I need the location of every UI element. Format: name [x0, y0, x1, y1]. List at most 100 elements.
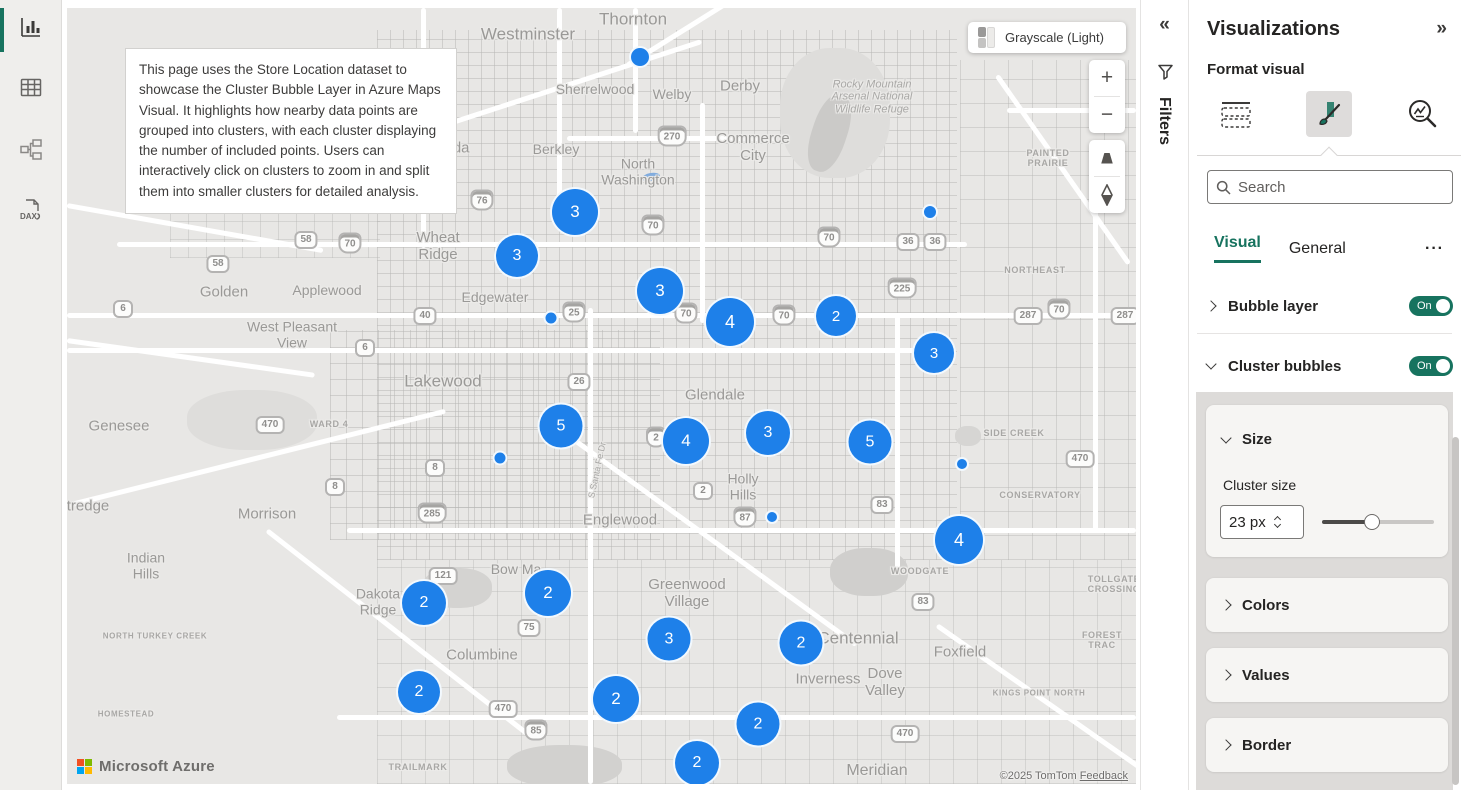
map-label: North Washington [601, 155, 675, 187]
cluster-bubble[interactable]: 4 [933, 514, 985, 566]
search-input[interactable] [1238, 178, 1428, 196]
map-label: Dove Valley [865, 665, 905, 699]
filters-pane-title[interactable]: Filters [1156, 97, 1173, 146]
tab-build-visual[interactable] [1213, 91, 1259, 137]
road-shield: 287 [1013, 307, 1043, 325]
colors-section-header[interactable]: Colors [1206, 597, 1290, 614]
cluster-size-slider[interactable] [1322, 514, 1434, 530]
stepper-down-button[interactable] [1273, 520, 1282, 529]
cluster-bubble[interactable]: 3 [912, 331, 956, 375]
cluster-bubble[interactable]: 2 [814, 294, 858, 338]
point-bubble[interactable] [629, 46, 651, 68]
tab-general[interactable]: General [1288, 239, 1346, 257]
more-options-button[interactable]: ··· [1425, 239, 1444, 257]
map-label: Lakewood [404, 371, 482, 391]
azure-map-visual[interactable]: Thornton Westminster Sherrelwood Welby Derby… [67, 8, 1136, 784]
zoom-in-button[interactable]: + [1100, 66, 1114, 89]
filters-pane: « Filters [1140, 0, 1189, 790]
compass-button[interactable] [1089, 177, 1125, 213]
road-shield: 470 [890, 725, 920, 743]
map-label: Wheat Ridge [416, 229, 460, 263]
point-bubble[interactable] [765, 510, 779, 524]
map-zoom-controls: + − [1089, 60, 1125, 133]
size-section-header[interactable]: Size [1206, 405, 1448, 448]
map-label: Thornton [598, 9, 668, 29]
cluster-bubbles-row[interactable]: Cluster bubbles On [1205, 344, 1453, 388]
cluster-bubble[interactable]: 5 [846, 418, 894, 466]
cluster-size-input[interactable] [1221, 513, 1273, 531]
cluster-bubble[interactable]: 2 [673, 739, 721, 784]
map-style-label: Grayscale (Light) [1005, 30, 1104, 45]
cluster-bubble[interactable]: 3 [635, 266, 685, 316]
compass-icon [1101, 184, 1113, 206]
colors-section-title: Colors [1242, 596, 1290, 614]
road-shield: 70 [772, 304, 796, 326]
map-label: Conservatory [999, 489, 1081, 500]
selected-tab-notch [1320, 146, 1338, 164]
feedback-link[interactable]: Feedback [1079, 770, 1128, 782]
pane-scrollbar[interactable] [1452, 437, 1459, 785]
pitch-button[interactable] [1089, 140, 1125, 176]
road-shield: 36 [923, 233, 947, 251]
colors-card[interactable]: Colors [1206, 578, 1448, 632]
bubble-layer-row[interactable]: Bubble layer On [1205, 284, 1453, 328]
point-bubble[interactable] [955, 457, 969, 471]
pitch-icon [1101, 152, 1113, 164]
model-view-icon [18, 137, 44, 168]
slider-track-empty [1372, 520, 1434, 524]
cluster-bubble[interactable]: 4 [704, 296, 756, 348]
tab-analytics[interactable] [1400, 91, 1446, 137]
values-card[interactable]: Values [1206, 648, 1448, 702]
road-shield: 87 [733, 506, 757, 528]
map-label: Welby [652, 86, 692, 103]
app-sidebar: DAX [0, 0, 62, 790]
slider-thumb[interactable] [1364, 514, 1380, 530]
format-search-box [1207, 170, 1453, 204]
bubble-layer-toggle[interactable]: On [1409, 296, 1453, 316]
road-shield: 36 [896, 233, 920, 251]
tab-format-visual[interactable] [1306, 91, 1352, 137]
point-bubble[interactable] [922, 204, 938, 220]
map-label: Berkley [532, 141, 580, 158]
values-section-header[interactable]: Values [1206, 667, 1290, 684]
point-bubble[interactable] [492, 450, 508, 466]
tab-visual[interactable]: Visual [1214, 234, 1261, 263]
point-bubble[interactable] [543, 310, 559, 326]
map-label: Glendale [684, 386, 746, 404]
border-section-header[interactable]: Border [1206, 737, 1291, 754]
cluster-bubble[interactable]: 3 [744, 409, 792, 457]
map-label: tredge [67, 497, 110, 515]
cluster-bubble[interactable]: 2 [523, 568, 573, 618]
sidebar-item-data-view[interactable] [15, 74, 47, 106]
cluster-bubble[interactable]: 3 [645, 615, 693, 663]
cluster-bubble[interactable]: 3 [550, 187, 600, 237]
cluster-bubble[interactable]: 5 [537, 402, 585, 450]
chevron-down-icon [1205, 358, 1217, 370]
cluster-bubble[interactable]: 4 [661, 416, 711, 466]
map-style-icon [978, 26, 995, 49]
zoom-out-button[interactable]: − [1100, 103, 1114, 126]
map-label: Dakota Ridge [355, 585, 401, 617]
road-shield: 58 [294, 231, 318, 249]
map-label: Englewood [582, 511, 658, 529]
cluster-bubble[interactable]: 2 [396, 669, 442, 715]
divider [1197, 333, 1452, 334]
map-label: Commerce City [716, 130, 790, 164]
cluster-bubble[interactable]: 2 [777, 619, 825, 667]
cluster-bubble[interactable]: 2 [591, 674, 641, 724]
map-style-picker-button[interactable]: Grayscale (Light) [968, 22, 1126, 53]
cluster-bubble[interactable]: 2 [400, 579, 448, 627]
size-section-title: Size [1242, 431, 1273, 448]
cluster-bubbles-toggle[interactable]: On [1409, 356, 1453, 376]
visualizations-pane: Visualizations » Format visual [1190, 0, 1461, 790]
sidebar-item-report-view[interactable] [15, 14, 47, 46]
chevron-right-icon [1205, 300, 1217, 312]
cluster-bubble[interactable]: 3 [494, 233, 540, 279]
expand-filters-button[interactable]: « [1159, 14, 1170, 35]
collapse-pane-button[interactable]: » [1436, 18, 1447, 39]
cluster-bubble[interactable]: 2 [734, 700, 782, 748]
border-card[interactable]: Border [1206, 718, 1448, 772]
sidebar-item-dax-query-view[interactable]: DAX [15, 196, 47, 228]
analytics-icon [1409, 100, 1437, 128]
sidebar-item-model-view[interactable] [15, 136, 47, 168]
